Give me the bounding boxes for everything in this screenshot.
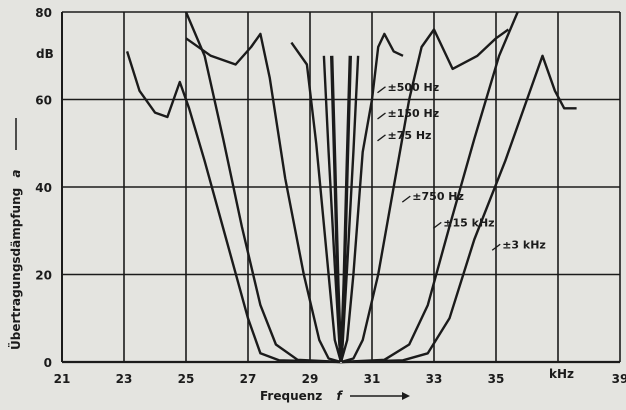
x-tick-label: 29 [302, 372, 319, 386]
x-tick-label: 23 [116, 372, 133, 386]
y-axis-title: Übertragungsdämpfung a [8, 118, 23, 350]
curve-label-pm-75-hz: ±75 Hz [388, 129, 432, 142]
curves [125, 11, 577, 364]
y-axis-symbol: a [9, 169, 23, 177]
curve-pm-3-khz [125, 51, 577, 364]
curve-label-pm-15-khz: ±15 kHz [443, 216, 494, 229]
y-axis-title-text: Übertragungsdämpfung [8, 188, 23, 350]
curve-pm-750-hz [185, 28, 510, 364]
curve-labels: ±500 Hz ±150 Hz ±75 Hz ±750 Hz ±15 kHz ±3 kHz [388, 81, 546, 252]
x-unit-label: kHz [549, 367, 574, 381]
x-tick-label: 39 [612, 372, 626, 386]
y-tick-label: 0 [44, 356, 52, 370]
curve-pm-75-hz-outline [330, 55, 352, 363]
svg-text:Frequenz f: Frequenz f [260, 389, 343, 403]
x-axis-arrow-head [402, 392, 410, 400]
x-axis-title-text: Frequenz [260, 389, 322, 403]
x-tick-label: 25 [178, 372, 195, 386]
x-tick-label: 27 [240, 372, 257, 386]
y-unit-label: dB [36, 47, 54, 61]
curve-pm-500-hz [290, 32, 404, 364]
curve-label-pm-3-khz: ±3 kHz [502, 238, 546, 251]
label-leader [377, 134, 386, 142]
label-leader [377, 86, 386, 94]
label-leader [491, 243, 501, 251]
label-leader [432, 221, 442, 229]
x-tick-label: 31 [364, 372, 381, 386]
label-leader [377, 112, 386, 120]
x-axis-title: Frequenz f [260, 389, 410, 403]
tick-labels: 21 23 25 27 29 31 33 35 39 0 20 40 60 80 [35, 6, 626, 386]
curve-label-pm-150-hz: ±150 Hz [388, 107, 440, 120]
svg-text:Übertragungsdämpfung a: Übertragungsdämpfung a [8, 169, 23, 350]
grid [61, 11, 621, 364]
x-tick-label: 33 [426, 372, 443, 386]
curve-label-pm-750-hz: ±750 Hz [412, 190, 464, 203]
y-tick-label: 80 [35, 6, 52, 20]
label-leaders [377, 86, 501, 251]
x-axis-symbol: f [336, 389, 343, 403]
x-tick-label: 21 [54, 372, 71, 386]
y-tick-label: 40 [35, 181, 52, 195]
curve-pm-150-hz [322, 55, 360, 364]
label-leader [401, 195, 411, 203]
x-tick-label: 35 [488, 372, 505, 386]
curve-label-pm-500-hz: ±500 Hz [388, 81, 440, 94]
y-tick-label: 20 [35, 269, 52, 283]
y-tick-label: 60 [35, 94, 52, 108]
